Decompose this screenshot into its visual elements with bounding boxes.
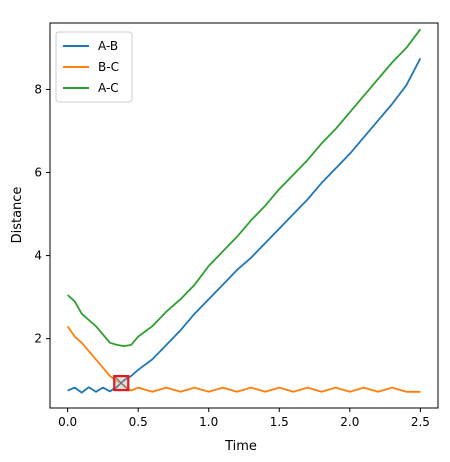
x-axis-ticks: 0.0 0.5 1.0 1.5 2.0 2.5 (58, 408, 430, 429)
plot-frame (49, 22, 439, 409)
legend-box (55, 31, 133, 103)
y-tick-label: 8 (34, 82, 42, 96)
x-axis-title: Time (224, 439, 257, 454)
x-tick-label: 2.0 (340, 415, 359, 429)
x-tick-label: 0.0 (58, 415, 77, 429)
y-axis-title: Distance (10, 187, 25, 244)
x-tick-label: 0.5 (129, 415, 148, 429)
marker-box-cross-2 (114, 376, 128, 390)
y-tick-label: 4 (34, 249, 42, 263)
plot-content (66, 28, 422, 394)
y-tick-label: 2 (34, 332, 42, 346)
y-tick-label: 6 (34, 166, 42, 180)
annotation-marker-box (113, 374, 130, 392)
x-tick-label: 1.0 (199, 415, 218, 429)
legend-label-a-b: A-B (98, 39, 118, 53)
x-tick-label: 1.5 (270, 415, 289, 429)
legend-label-b-c: B-C (98, 60, 119, 74)
series-line-a-b (67, 57, 422, 394)
series-line-b-c (66, 325, 421, 393)
y-axis-ticks: 2 4 6 8 (34, 82, 50, 346)
x-tick-label: 2.5 (411, 415, 430, 429)
series-line-a-c (67, 28, 422, 347)
legend-label-a-c: A-C (98, 81, 119, 95)
legend: A-B B-C A-C (55, 31, 133, 103)
